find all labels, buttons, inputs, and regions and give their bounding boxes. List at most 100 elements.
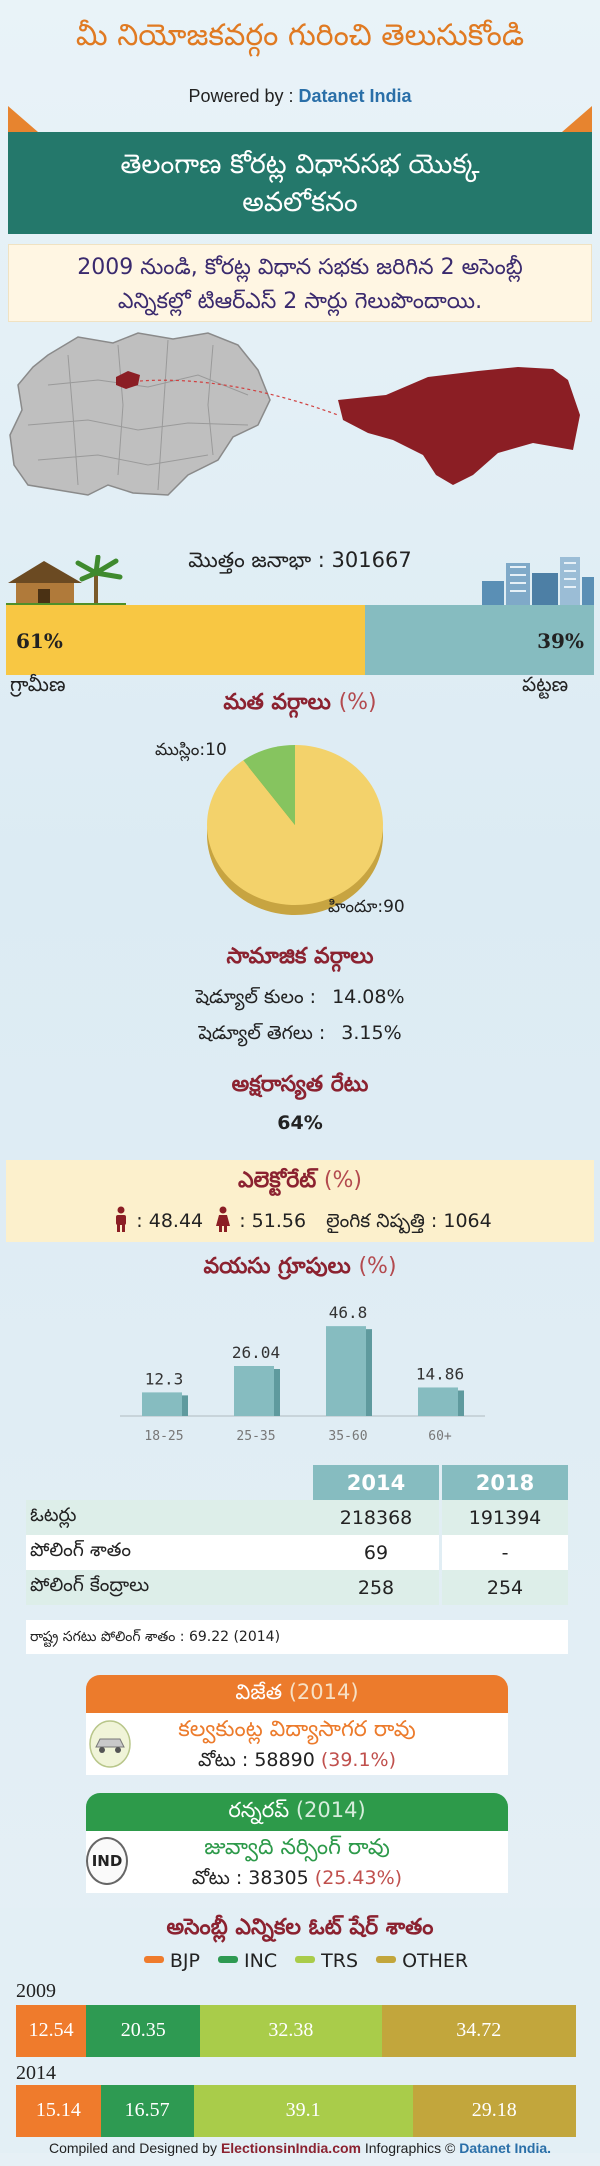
electorate-title: ఎలెక్టోరేట్ (%) xyxy=(0,1168,600,1198)
literacy-value: 64% xyxy=(277,1112,323,1134)
party-symbol-icon xyxy=(89,1720,131,1768)
pie-slice-muslim xyxy=(243,745,295,825)
sc-row: షెడ్యూల్ కులం : 14.08% xyxy=(0,986,600,1013)
age-category-label: 60+ xyxy=(428,1429,452,1444)
city-buildings-icon xyxy=(482,557,594,607)
winner-name: కల్వకుంట్ల విద్యాసాగర రావు xyxy=(178,1717,416,1742)
winner-votes-pct: (39.1%) xyxy=(320,1749,397,1771)
electorate-stats: : 48.44 : 51.56 లైంగిక నిష్పత్తి : 1064 xyxy=(0,1206,600,1237)
footer: Compiled and Designed by ElectionsinIndi… xyxy=(0,2140,600,2156)
vote-share-segment-bjp: 15.14 xyxy=(16,2085,101,2137)
age-groups-title: వయసు గ్రూపులు (%) xyxy=(0,1254,600,1284)
age-bar xyxy=(142,1392,182,1416)
state-outline xyxy=(9,332,271,496)
intro-box: 2009 నుండి, కోరట్ల విధాన సభకు జరిగిన 2 అ… xyxy=(8,244,592,322)
datanet-logo: Datanet India xyxy=(298,86,412,106)
legend-swatch-bjp xyxy=(143,1956,164,1963)
polling-stations-2018: 254 xyxy=(442,1570,568,1605)
intro-line-2: ఎన్నికల్లో టిఆర్ఎస్ 2 సార్లు గెలుపొందాయి… xyxy=(117,289,483,314)
highlighted-constituency xyxy=(116,371,140,389)
runnerup-year: (2014) xyxy=(295,1798,366,1822)
ribbon-fold-right xyxy=(562,106,592,132)
legend-swatch-trs xyxy=(295,1956,316,1963)
voters-2018: 191394 xyxy=(442,1500,568,1535)
age-title-text: వయసు గ్రూపులు xyxy=(203,1254,351,1279)
winner-votes: వోటు : 58890 (39.1%) xyxy=(86,1749,508,1776)
age-bar xyxy=(418,1387,458,1416)
ribbon-fold-left xyxy=(8,106,38,132)
legend-trs: TRS xyxy=(321,1950,359,1972)
vote-share-segment-other: 29.18 xyxy=(412,2085,576,2137)
winner-title: విజేత xyxy=(235,1680,283,1704)
age-unit: (%) xyxy=(358,1254,397,1279)
table-header-blank xyxy=(26,1465,313,1500)
table-row: ఓటర్లు 218368 191394 xyxy=(26,1500,568,1535)
runnerup-votes: వోటు : 38305 (25.43%) xyxy=(86,1867,508,1894)
religion-pie-chart: ముస్లిం:10 హిందూ:90 xyxy=(155,740,405,917)
age-category-label: 25-35 xyxy=(236,1429,275,1444)
urban-label: పట్టణ xyxy=(522,672,569,696)
zoom-connector xyxy=(139,379,339,416)
age-bar-shadow xyxy=(182,1395,188,1416)
age-bar-shadow xyxy=(274,1369,280,1416)
vote-share-segment-inc: 16.57 xyxy=(100,2085,194,2137)
legend-inc: INC xyxy=(244,1950,278,1972)
population-label: మొత్తం జనాభా : xyxy=(188,548,325,572)
st-row: షెడ్యూల్ తెగలు : 3.15% xyxy=(0,1022,600,1049)
vote-share-year-2014: 2014 xyxy=(16,2062,56,2084)
social-title: సామాజిక వర్గాలు xyxy=(226,944,374,969)
row-label-voters: ఓటర్లు xyxy=(26,1500,313,1535)
sex-ratio-label: లైంగిక నిష్పత్తి : xyxy=(326,1210,438,1232)
age-bars: 12.3 18-25 26.04 25-35 46.8 35-60 14.86 60+ xyxy=(142,1303,464,1444)
age-bar xyxy=(326,1326,366,1416)
winner-year: (2014) xyxy=(288,1680,359,1704)
age-bar xyxy=(234,1366,274,1416)
legend-swatch-other xyxy=(376,1956,397,1963)
female-icon xyxy=(216,1206,231,1232)
table-row: పోలింగ్ కేంద్రాలు 258 254 xyxy=(26,1570,568,1605)
footer-compiled: Compiled and Designed by xyxy=(48,2140,218,2156)
pie-slices xyxy=(206,745,383,915)
powered-by: Powered by : Datanet India xyxy=(0,86,600,107)
electorate-box xyxy=(6,1160,594,1242)
runnerup-card: IND జువ్వాది నర్సింగ్ రావు వోటు : 38305 … xyxy=(86,1831,508,1893)
row-label-polling-stations: పోలింగ్ కేంద్రాలు xyxy=(26,1570,313,1605)
religion-title-text: మత వర్గాలు xyxy=(223,690,331,715)
banner-line-1: తెలంగాణ కోరట్ల విధానసభ యొక్క xyxy=(120,149,480,180)
voters-2014: 218368 xyxy=(313,1500,439,1535)
vote-share-bar-2014: 15.14 16.57 39.1 29.18 xyxy=(16,2085,576,2137)
electorate-title-text: ఎలెక్టోరేట్ xyxy=(237,1168,317,1193)
age-bar-shadow xyxy=(366,1329,372,1416)
vote-share-segment-inc: 20.35 xyxy=(86,2005,201,2057)
rural-segment: 61% xyxy=(6,605,365,675)
urban-rural-bar: 61% 39% xyxy=(6,605,594,675)
vote-share-segment-bjp: 12.54 xyxy=(16,2005,87,2057)
electorate-unit: (%) xyxy=(323,1168,362,1193)
voters-table: 2014 2018 ఓటర్లు 218368 191394 పోలింగ్ శ… xyxy=(26,1465,568,1605)
intro-line-1: 2009 నుండి, కోరట్ల విధాన సభకు జరిగిన 2 అ… xyxy=(77,255,523,280)
age-bar-chart: 12.3 18-25 26.04 25-35 46.8 35-60 14.86 60+ xyxy=(120,1303,485,1444)
footer-site-link[interactable]: ElectionsinIndia.com xyxy=(220,2140,361,2156)
state-avg-polling: రాష్ట్ర సగటు పోలింగ్ శాతం : 69.22 (2014) xyxy=(26,1620,568,1654)
powered-by-label: Powered by : xyxy=(188,86,294,106)
table-header-2014: 2014 xyxy=(313,1465,439,1500)
male-pct: : 48.44 xyxy=(136,1210,204,1232)
rural-label: గ్రామీణ xyxy=(10,672,66,696)
legend-swatch-inc xyxy=(218,1956,239,1963)
age-bar-value: 12.3 xyxy=(145,1369,184,1388)
polling-stations-2014: 258 xyxy=(313,1570,439,1605)
religion-title: మత వర్గాలు (%) xyxy=(0,690,600,720)
age-category-label: 18-25 xyxy=(144,1429,183,1444)
footer-infographics: Infographics © xyxy=(364,2140,456,2156)
age-bar-value: 46.8 xyxy=(329,1303,368,1322)
winner-votes-count: వోటు : 58890 xyxy=(197,1749,315,1771)
vote-share-title: అసెంబ్లీ ఎన్నికల ఓట్ షేర్ శాతం xyxy=(166,1915,434,1940)
table-header-2018: 2018 xyxy=(442,1465,568,1500)
religion-unit: (%) xyxy=(338,690,377,715)
village-hut-icon xyxy=(6,555,126,607)
table-header-row: 2014 2018 xyxy=(26,1465,568,1500)
legend-other: OTHER xyxy=(402,1950,469,1972)
vote-share-segment-trs: 32.38 xyxy=(200,2005,382,2057)
literacy-title: అక్షరాస్యత రేటు xyxy=(231,1072,369,1097)
st-label: షెడ్యూల్ తెగలు : xyxy=(198,1022,326,1044)
